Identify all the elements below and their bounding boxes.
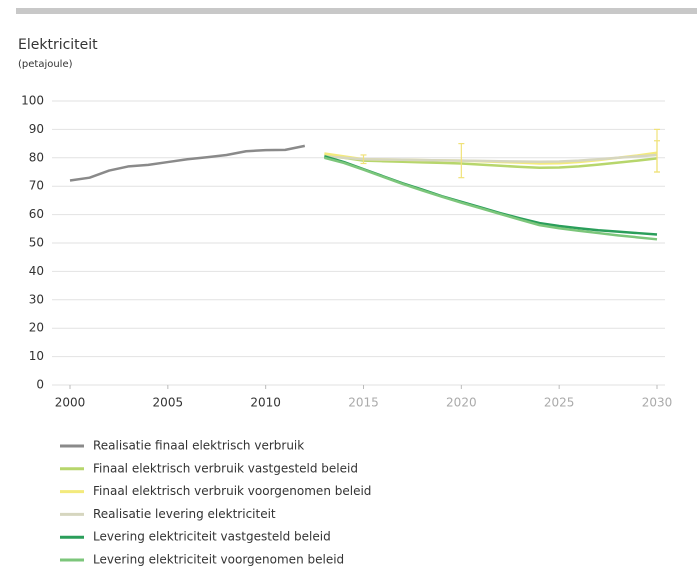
y-tick-label: 80: [29, 150, 44, 164]
series-line: [324, 153, 658, 169]
y-tick-label: 40: [29, 264, 44, 278]
x-tick-label: 2015: [348, 396, 379, 410]
series-line: [324, 155, 658, 236]
y-tick-label: 0: [36, 378, 44, 392]
y-tick-label: 100: [21, 94, 44, 108]
y-tick-label: 90: [29, 122, 44, 136]
chart-subtitle: (petajoule): [18, 59, 73, 70]
y-tick-label: 70: [29, 179, 44, 193]
series-line: [69, 144, 306, 182]
y-tick-label: 30: [29, 292, 44, 306]
y-tick-label: 50: [29, 236, 44, 250]
top-bar: [16, 8, 697, 14]
x-tick-label: 2025: [544, 396, 575, 410]
legend-label: Finaal elektrisch verbruik vastgesteld b…: [93, 461, 358, 475]
legend-label: Levering elektriciteit voorgenomen belei…: [93, 553, 344, 567]
chart-title: Elektriciteit: [18, 37, 98, 53]
y-tick-label: 60: [29, 207, 44, 221]
x-tick-label: 2010: [250, 396, 281, 410]
x-tick-label: 2005: [153, 396, 184, 410]
legend-label: Finaal elektrisch verbruik voorgenomen b…: [93, 484, 371, 498]
legend-label: Levering elektriciteit vastgesteld belei…: [93, 530, 331, 544]
x-tick-label: 2020: [446, 396, 477, 410]
legend-label: Realisatie finaal elektrisch verbruik: [93, 439, 304, 453]
y-tick-label: 20: [29, 321, 44, 335]
series-line: [324, 153, 658, 164]
x-tick-label: 2030: [642, 396, 673, 410]
series-line: [324, 156, 658, 241]
y-tick-label: 10: [29, 349, 44, 363]
legend-label: Realisatie levering elektriciteit: [93, 507, 276, 521]
x-tick-label: 2000: [55, 396, 86, 410]
